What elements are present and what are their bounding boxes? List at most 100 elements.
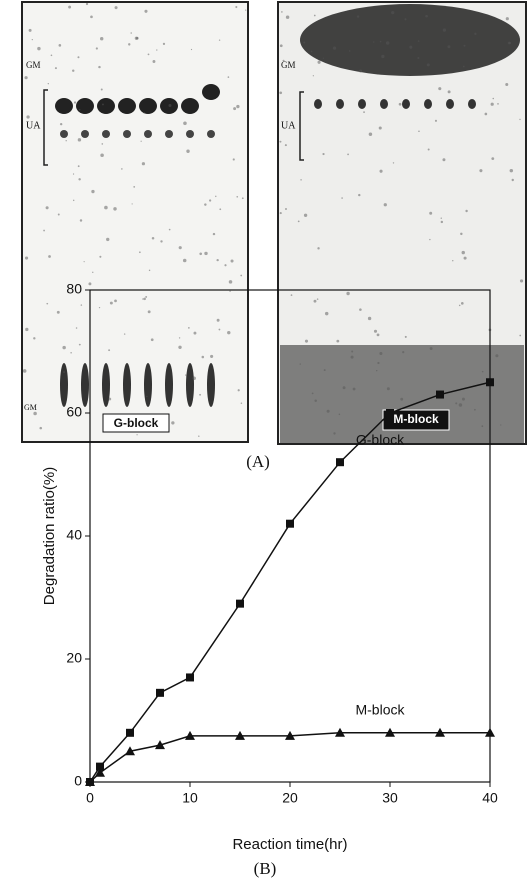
speck <box>201 355 205 359</box>
speck <box>379 351 383 356</box>
speck <box>429 347 433 350</box>
speck <box>45 206 49 210</box>
spot <box>81 130 89 138</box>
speck <box>204 203 207 206</box>
speck <box>147 310 151 314</box>
speck <box>156 49 158 51</box>
speck <box>500 424 502 426</box>
speck <box>484 112 488 116</box>
speck <box>31 39 33 41</box>
speck <box>474 408 476 411</box>
speck <box>78 108 81 111</box>
spot <box>165 130 173 138</box>
speck <box>216 318 220 322</box>
speck <box>285 208 287 210</box>
speck <box>168 104 172 108</box>
speck <box>346 291 350 296</box>
spot <box>207 130 215 138</box>
speck <box>310 50 313 53</box>
speck <box>455 402 458 405</box>
series-line <box>89 732 490 783</box>
speck <box>218 328 221 331</box>
marker <box>336 458 344 467</box>
spot <box>123 363 131 407</box>
speck <box>230 259 234 263</box>
speck <box>183 121 187 126</box>
speck <box>341 197 343 199</box>
speck <box>182 258 187 263</box>
speck <box>284 144 287 147</box>
speck <box>37 46 41 51</box>
speck <box>33 337 36 340</box>
speck <box>47 83 49 85</box>
speck <box>128 43 131 46</box>
speck <box>147 53 150 56</box>
bracket <box>299 91 304 161</box>
speck <box>385 41 390 45</box>
speck <box>311 392 314 395</box>
speck <box>150 338 154 342</box>
speck <box>77 138 82 142</box>
speck <box>50 54 53 57</box>
speck <box>88 282 92 286</box>
speck <box>34 124 37 128</box>
speck <box>376 369 378 372</box>
speck <box>376 333 380 337</box>
speck <box>392 162 395 164</box>
speck <box>333 432 336 435</box>
speck <box>186 149 190 153</box>
speck <box>452 260 454 262</box>
speck <box>72 199 75 202</box>
speck <box>279 44 283 48</box>
speck <box>100 153 104 157</box>
speck <box>236 195 239 198</box>
speck <box>178 337 181 339</box>
speck <box>426 63 430 67</box>
speck <box>458 403 463 407</box>
speck <box>442 28 447 32</box>
speck <box>108 397 112 401</box>
block-label: G-block <box>114 416 159 430</box>
speck <box>434 119 437 122</box>
speck <box>142 298 144 300</box>
speck <box>348 50 351 52</box>
spot <box>358 99 366 109</box>
speck <box>199 252 203 256</box>
speck <box>57 213 60 216</box>
speck <box>463 256 467 260</box>
speck <box>123 333 126 335</box>
speck <box>199 393 202 396</box>
speck <box>299 363 301 365</box>
speck <box>240 274 243 277</box>
speck <box>135 36 139 40</box>
speck <box>377 361 380 365</box>
speck <box>133 185 136 188</box>
speck <box>131 203 133 205</box>
speck <box>326 409 330 413</box>
speck <box>109 301 113 305</box>
marker-label: GM <box>24 403 37 412</box>
speck <box>404 18 407 21</box>
smear <box>300 4 520 76</box>
speck <box>143 112 146 114</box>
speck <box>162 42 166 46</box>
x-tick-label: 40 <box>482 790 498 806</box>
speck <box>224 264 227 267</box>
speck <box>519 118 521 121</box>
speck <box>425 14 428 18</box>
speck <box>171 421 175 425</box>
speck <box>358 193 361 197</box>
speck <box>72 69 75 72</box>
marker <box>95 767 105 777</box>
speck <box>144 9 148 13</box>
speck <box>367 316 372 321</box>
marker-label: UA <box>281 120 296 131</box>
speck <box>236 104 240 109</box>
speck <box>216 258 219 262</box>
marker-label: GM <box>26 60 41 70</box>
marker <box>85 777 95 786</box>
speck <box>46 302 49 305</box>
spot <box>202 84 220 100</box>
speck <box>143 297 146 301</box>
speck <box>317 60 321 64</box>
